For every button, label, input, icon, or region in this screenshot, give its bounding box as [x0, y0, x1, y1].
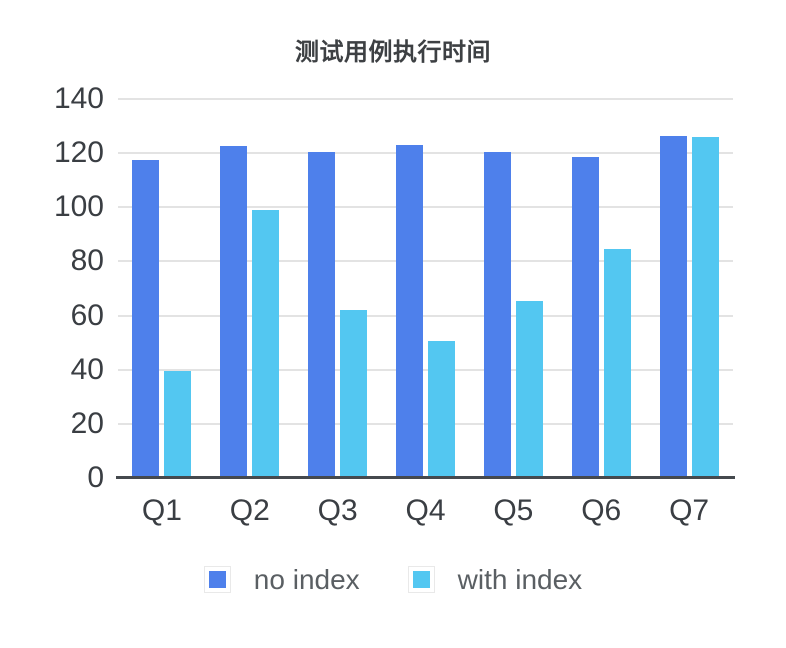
legend-swatch-no-index — [208, 571, 226, 588]
y-axis-tick-label-120: 120 — [53, 136, 104, 170]
bar-with-index-Q3 — [340, 310, 368, 478]
legend-label-no-index: no index — [253, 564, 360, 595]
category-group-Q7 — [645, 99, 733, 478]
bar-no-index-Q5 — [483, 152, 511, 478]
y-axis-tick-label-20: 20 — [70, 406, 104, 440]
bar-no-index-Q1 — [132, 160, 160, 478]
category-group-Q3 — [294, 99, 382, 478]
category-group-Q2 — [206, 99, 294, 478]
bar-no-index-Q3 — [308, 152, 336, 478]
legend-label-with-index: with index — [457, 564, 583, 595]
bar-no-index-Q4 — [396, 145, 423, 478]
legend-item-with-index[interactable]: with index — [407, 563, 583, 596]
category-group-Q4 — [382, 99, 470, 478]
gridline-140 — [118, 98, 733, 100]
bar-with-index-Q2 — [252, 210, 280, 478]
category-group-Q5 — [469, 99, 557, 478]
x-axis-tick-label-Q3: Q3 — [317, 494, 358, 527]
chart-title: 测试用例执行时间 — [295, 39, 491, 66]
category-group-Q6 — [557, 99, 645, 478]
legend-swatch-with-index — [412, 571, 430, 588]
gridline-100 — [118, 206, 733, 209]
y-axis-tick-label-140: 140 — [53, 82, 104, 115]
gridline-80 — [118, 260, 733, 263]
y-axis-tick-label-100: 100 — [53, 190, 104, 224]
category-group-Q1 — [118, 99, 206, 478]
bar-with-index-Q6 — [603, 249, 631, 478]
gridline-120 — [118, 152, 733, 155]
legend-swatch-box-with-index — [407, 566, 435, 593]
bar-with-index-Q4 — [428, 341, 455, 478]
bar-with-index-Q1 — [164, 371, 192, 478]
y-axis-tick-label-60: 60 — [70, 298, 104, 332]
x-axis-tick-label-Q6: Q6 — [581, 494, 622, 527]
bars-layer — [118, 99, 733, 478]
y-axis-tick-label-80: 80 — [70, 244, 104, 278]
x-axis-tick-label-Q7: Q7 — [669, 494, 710, 527]
bar-no-index-Q7 — [659, 136, 687, 478]
legend: no index with index — [0, 563, 786, 596]
gridline-20 — [118, 422, 733, 425]
x-axis-labels: Q1 Q2 Q3 Q4 Q5 Q6 Q7 — [118, 494, 733, 528]
x-axis-tick-label-Q2: Q2 — [229, 494, 270, 527]
x-axis-tick-label-Q4: Q4 — [405, 494, 446, 527]
y-axis-tick-label-40: 40 — [70, 352, 104, 386]
bar-no-index-Q6 — [571, 157, 599, 478]
y-axis-tick-label-0: 0 — [87, 461, 104, 494]
bar-with-index-Q7 — [691, 137, 719, 478]
bar-no-index-Q2 — [220, 146, 248, 478]
legend-item-no-index[interactable]: no index — [203, 563, 360, 596]
gridline-60 — [118, 314, 733, 317]
gridline-40 — [118, 368, 733, 371]
x-axis-tick-label-Q5: Q5 — [493, 494, 534, 527]
legend-swatch-box-no-index — [203, 566, 231, 593]
x-axis-tick-label-Q1: Q1 — [141, 494, 182, 527]
bar-with-index-Q5 — [515, 301, 543, 478]
x-axis-line — [116, 476, 735, 479]
plot-area — [116, 98, 735, 479]
